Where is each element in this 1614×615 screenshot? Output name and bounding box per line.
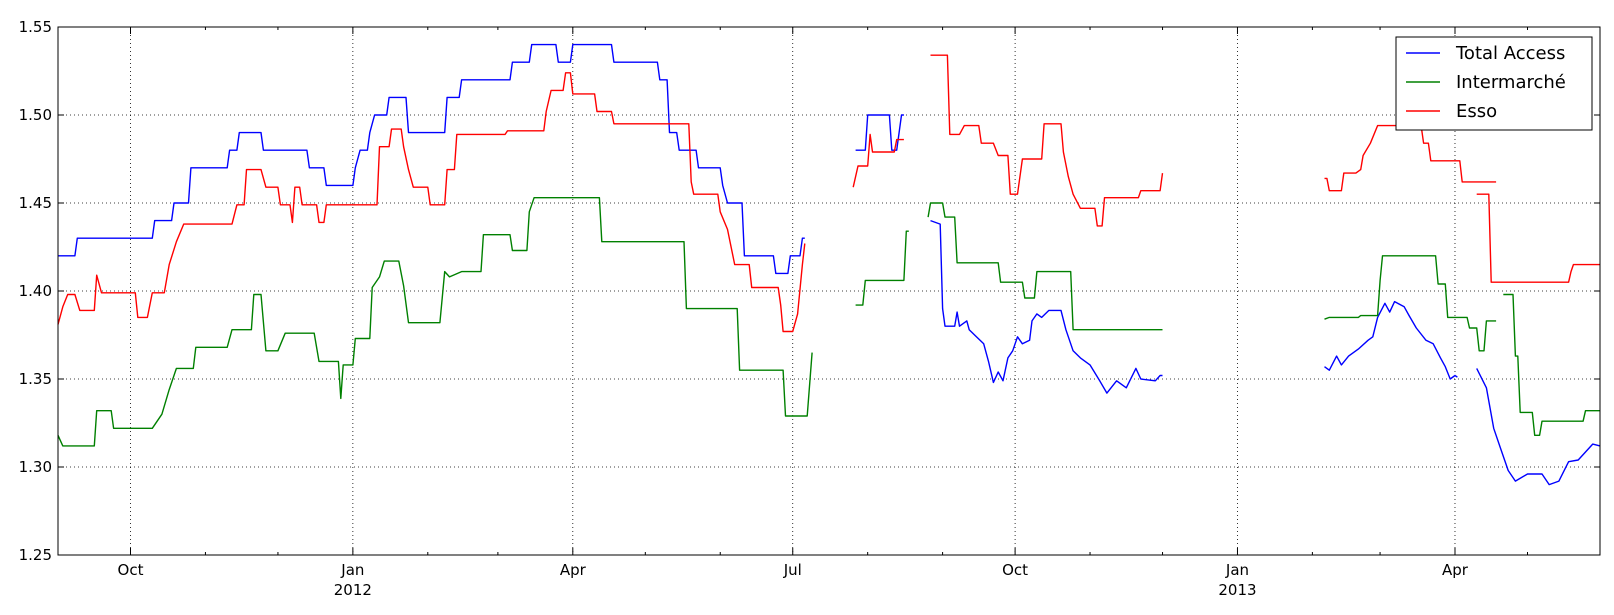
x-tick-label: Jan [340, 561, 364, 579]
series-line [58, 43, 805, 275]
series-line [57, 72, 806, 333]
series-line [855, 230, 909, 306]
x-tick-label: Jul [783, 561, 802, 579]
legend-label: Esso [1456, 101, 1497, 122]
x-tick-label: Oct [1002, 561, 1028, 579]
series-line [855, 114, 904, 151]
y-tick-label: 1.45 [19, 194, 52, 212]
axis-ticks: 1.25 1.30 1.35 1.40 1.45 1.50 1.55 Oct Jan 2012 Ap… [19, 18, 1600, 599]
x-tick-label: Jan [1225, 561, 1249, 579]
y-tick-label: 1.40 [19, 282, 52, 300]
series-line [1324, 124, 1497, 192]
x-tick-year-label: 2013 [1218, 581, 1256, 599]
legend: Total Access Intermarché Esso [1395, 36, 1593, 131]
legend-label: Intermarché [1456, 72, 1566, 93]
series-line [1503, 293, 1600, 436]
series-1 [58, 43, 1601, 486]
series-line [1476, 193, 1600, 283]
x-tick-year-label: 2012 [334, 581, 372, 599]
y-tick-label: 1.55 [19, 18, 52, 36]
grid [58, 27, 1600, 555]
x-tick-label: Oct [118, 561, 144, 579]
series-lines [57, 43, 1601, 486]
series-line [1324, 255, 1497, 352]
series-2 [57, 196, 1600, 447]
y-tick-label: 1.50 [19, 106, 52, 124]
series-line [1324, 300, 1458, 380]
series-line [1476, 368, 1601, 486]
legend-label: Total Access [1455, 43, 1565, 64]
x-tick-label: Apr [1442, 561, 1469, 579]
series-line [930, 219, 1163, 394]
series-line [852, 133, 904, 188]
series-line [930, 54, 1164, 227]
series-line [927, 202, 1163, 331]
y-tick-label: 1.25 [19, 546, 52, 564]
series-3 [57, 54, 1600, 333]
y-tick-label: 1.35 [19, 370, 52, 388]
y-tick-label: 1.30 [19, 458, 52, 476]
x-tick-label: Apr [560, 561, 587, 579]
series-line [57, 196, 813, 447]
